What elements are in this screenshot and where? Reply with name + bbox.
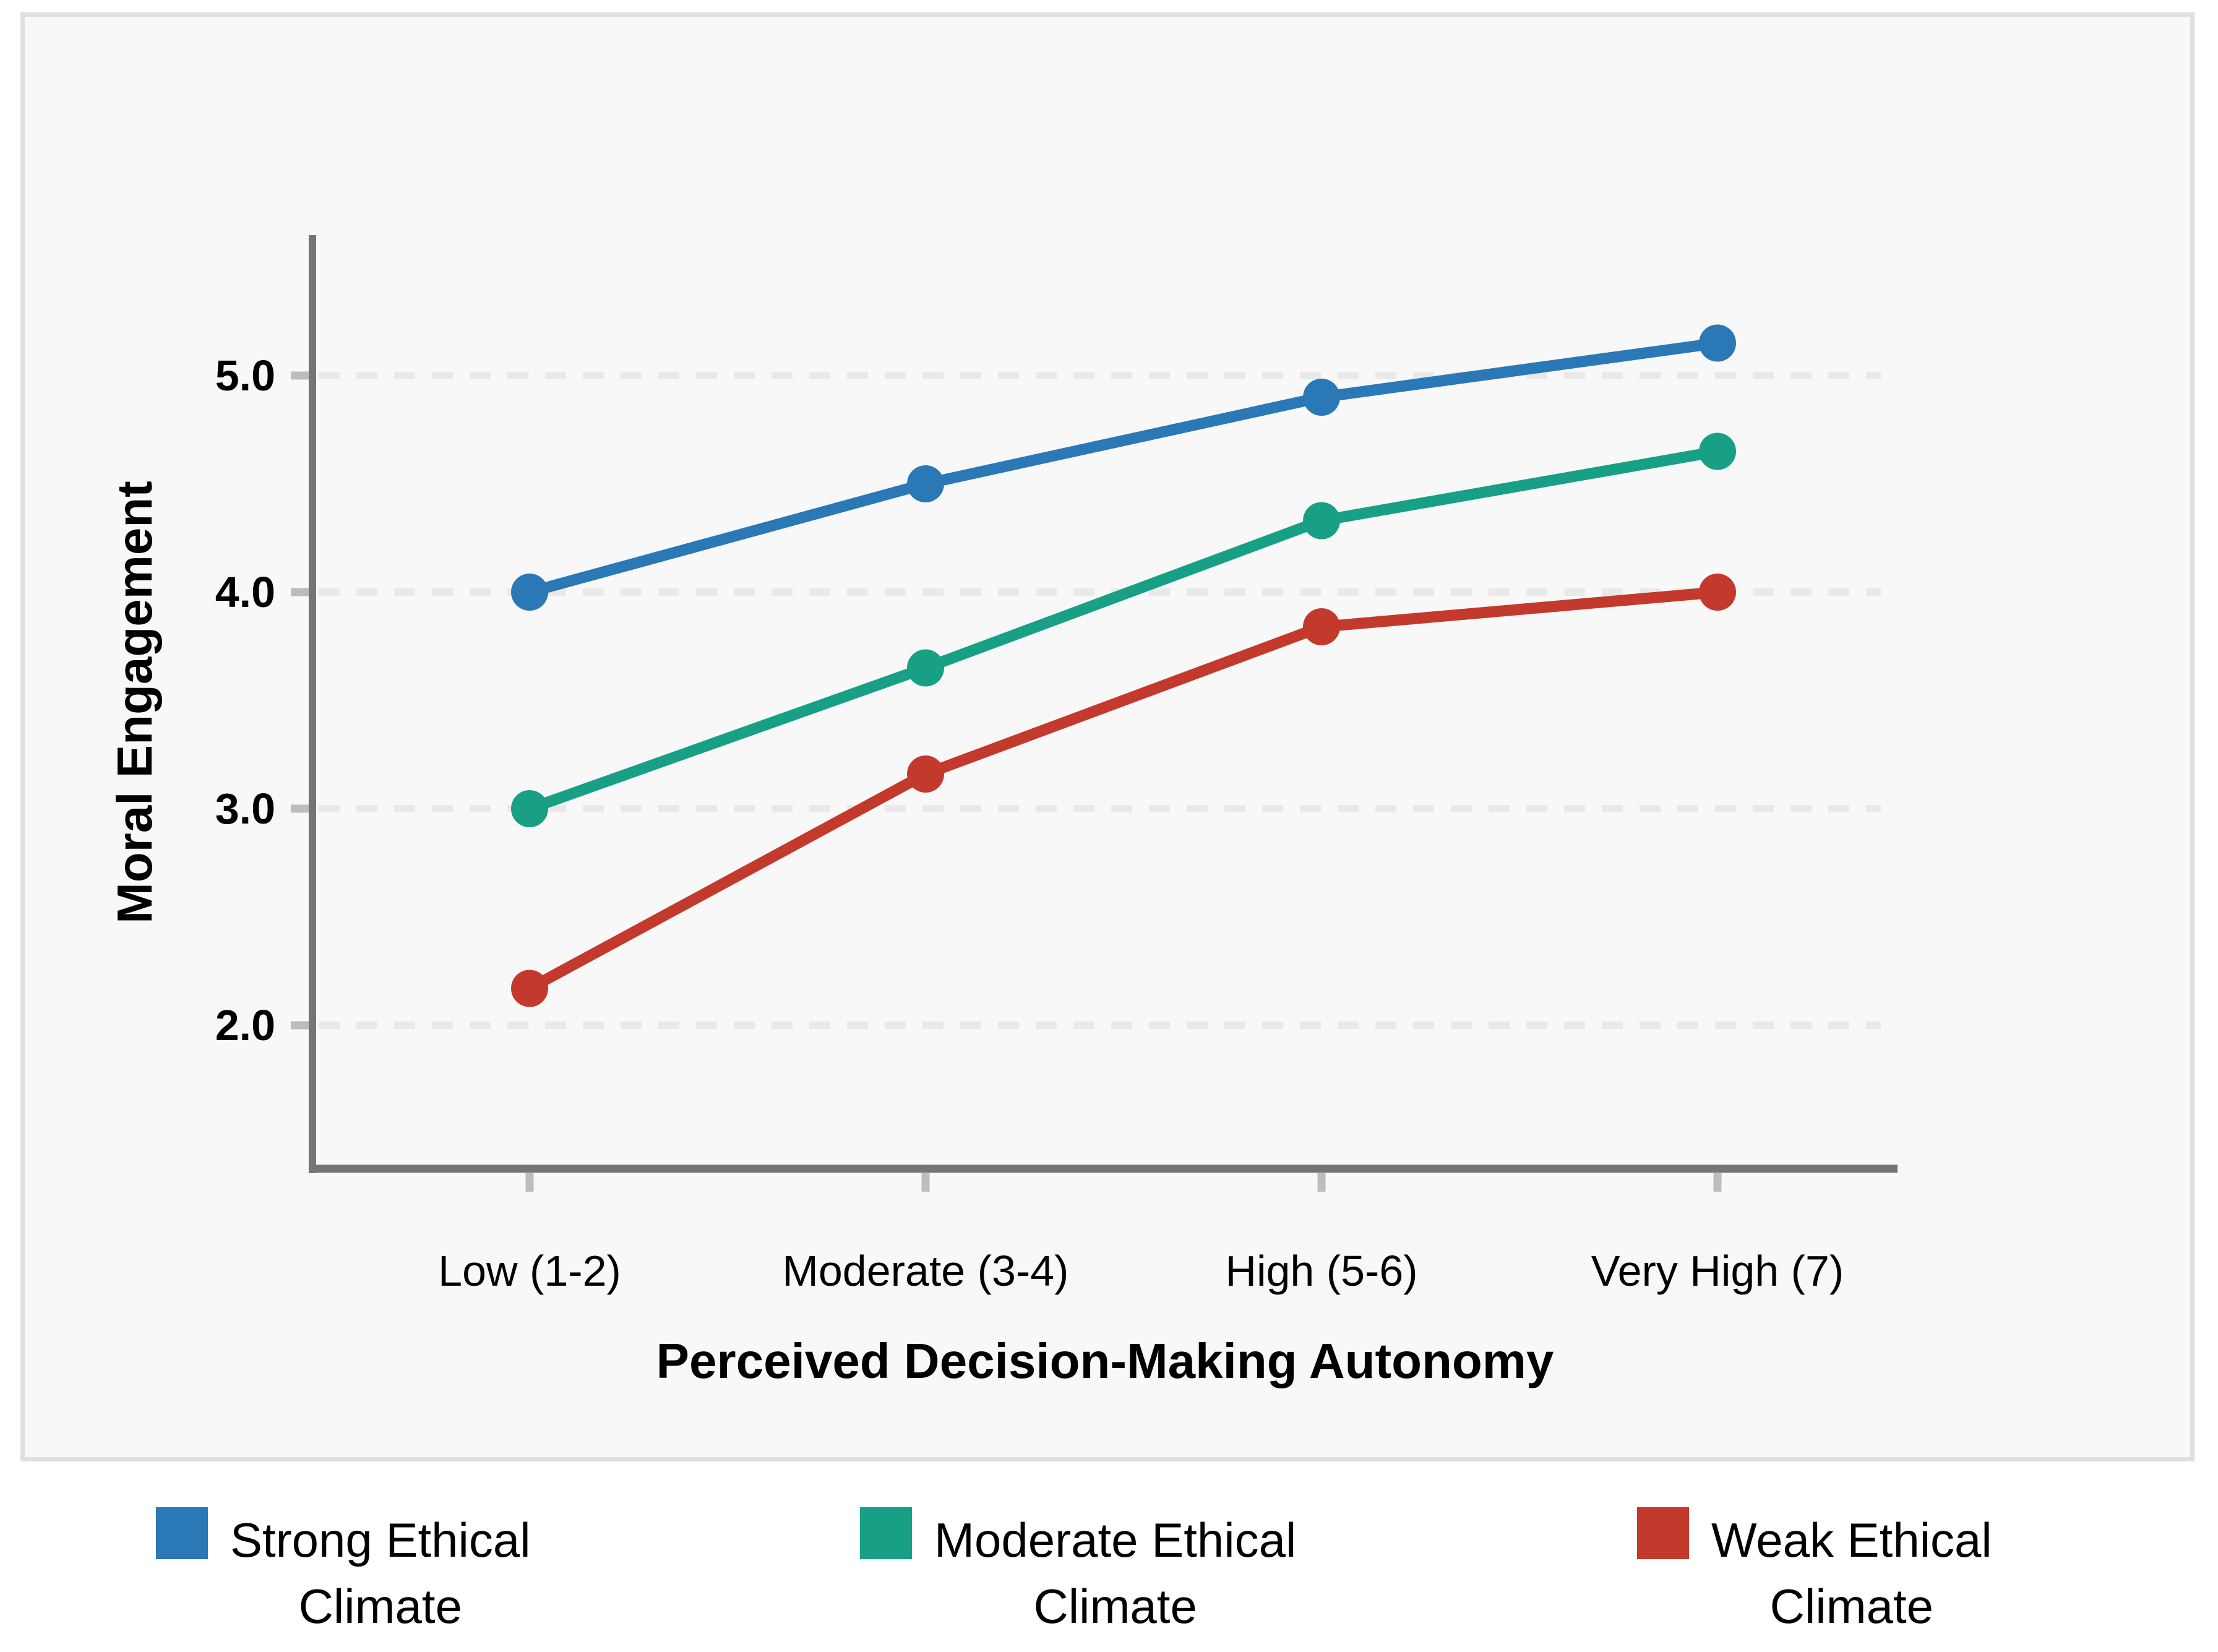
legend-label: Moderate Ethical Climate (934, 1507, 1296, 1640)
legend-swatch-weak (1637, 1507, 1689, 1559)
data-point-1-1 (907, 649, 944, 687)
x-tick-label: Very High (7) (1591, 1247, 1844, 1295)
data-point-2-2 (1303, 608, 1340, 645)
legend-item-weak: Weak Ethical Climate (1637, 1507, 1992, 1640)
legend-label-line: Moderate Ethical (934, 1513, 1297, 1567)
x-axis-title: Perceived Decision-Making Autonomy (656, 1333, 1554, 1388)
data-point-1-0 (511, 790, 548, 827)
legend-label: Weak Ethical Climate (1711, 1507, 1992, 1640)
data-point-1-3 (1699, 432, 1736, 470)
legend-label-line: Weak Ethical (1711, 1513, 1992, 1567)
data-point-1-2 (1303, 502, 1340, 540)
data-point-0-3 (1699, 324, 1736, 362)
legend-label-line: Climate (298, 1579, 462, 1633)
y-axis-title: Moral Engagement (107, 481, 162, 924)
data-point-2-3 (1699, 574, 1736, 611)
series-line-2 (524, 587, 1723, 994)
y-tick-label: 2.0 (215, 1001, 275, 1049)
legend-item-moderate: Moderate Ethical Climate (860, 1507, 1296, 1640)
series-line-1 (524, 445, 1723, 814)
legend-swatch-strong (156, 1507, 208, 1559)
legend-swatch-moderate (860, 1507, 912, 1559)
legend-label-line: Climate (1033, 1579, 1197, 1633)
data-point-0-1 (907, 465, 944, 502)
legend-item-strong: Strong Ethical Climate (156, 1507, 531, 1640)
legend-label-line: Climate (1769, 1579, 1934, 1633)
y-tick-label: 3.0 (215, 785, 275, 833)
legend-label-line: Strong Ethical (230, 1513, 531, 1567)
data-point-2-0 (511, 970, 548, 1007)
x-tick-label: High (5-6) (1225, 1247, 1418, 1295)
y-tick-label: 5.0 (215, 351, 275, 400)
chart-panel (20, 12, 2194, 1461)
x-tick-label: Moderate (3-4) (782, 1247, 1069, 1295)
data-point-0-0 (511, 574, 548, 611)
legend-label: Strong Ethical Climate (230, 1507, 531, 1640)
y-tick-label: 4.0 (215, 568, 275, 616)
data-point-2-1 (907, 755, 944, 793)
data-point-0-2 (1303, 379, 1340, 416)
x-tick-label: Low (1-2) (438, 1247, 621, 1295)
series-line-0 (524, 337, 1723, 598)
